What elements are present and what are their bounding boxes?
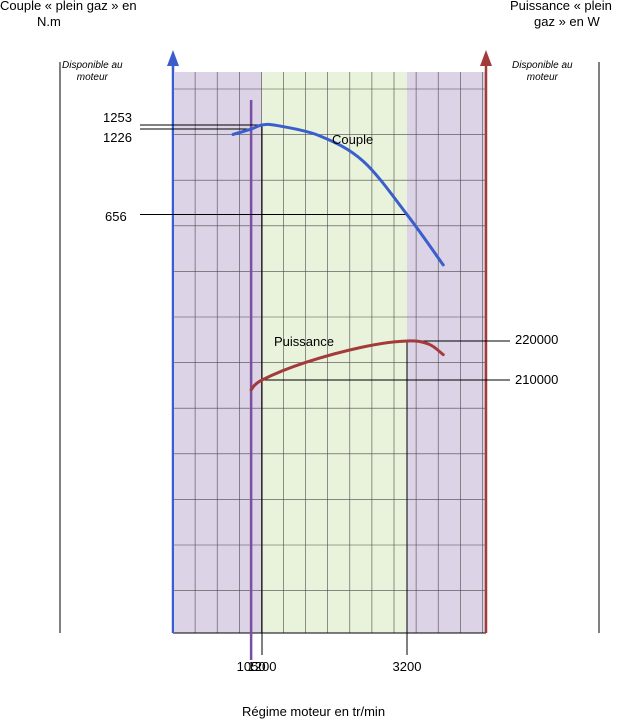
band-2 [407, 72, 486, 633]
x-tick-1200: 1200 [248, 659, 277, 674]
couple-label-656: 656 [105, 209, 127, 224]
couple-label-1253: 1253 [103, 110, 132, 125]
power-label-210000: 210000 [515, 372, 558, 387]
power-label-220000: 220000 [515, 332, 558, 347]
couple-label-1226: 1226 [103, 130, 132, 145]
left-axis-title: Couple « plein gaz » en N.m [0, 0, 137, 30]
right-axis-title: Puissance « plein gaz » en W [510, 0, 612, 30]
right-available-line-1: Disponible au [512, 60, 573, 71]
left-available-line-1: Disponible au [62, 60, 123, 71]
couple-line [231, 122, 445, 267]
puissance-series-label: Puissance [274, 334, 334, 349]
left-axis-arrow [167, 50, 179, 66]
left-axis-title-line-1: Couple « plein gaz » en [0, 0, 137, 13]
right-axis-title-line-2: gaz » en W [534, 14, 600, 29]
right-axis-arrow [480, 50, 492, 66]
couple-series-label: Couple [332, 132, 373, 147]
right-axis-title-line-1: Puissance « plein [510, 0, 612, 13]
x-tick-3200: 3200 [393, 659, 422, 674]
x-axis-label: Régime moteur en tr/min [242, 704, 386, 719]
right-available-label: Disponible au moteur [512, 60, 573, 84]
left-available-label: Disponible au moteur [62, 60, 123, 84]
left-available-line-2: moteur [76, 72, 108, 83]
left-axis-title-line-2: N.m [37, 14, 61, 29]
x-tick-1050: 1050 [237, 659, 266, 674]
band-0 [175, 72, 262, 633]
puissance-line [249, 339, 445, 392]
right-available-line-2: moteur [526, 72, 558, 83]
